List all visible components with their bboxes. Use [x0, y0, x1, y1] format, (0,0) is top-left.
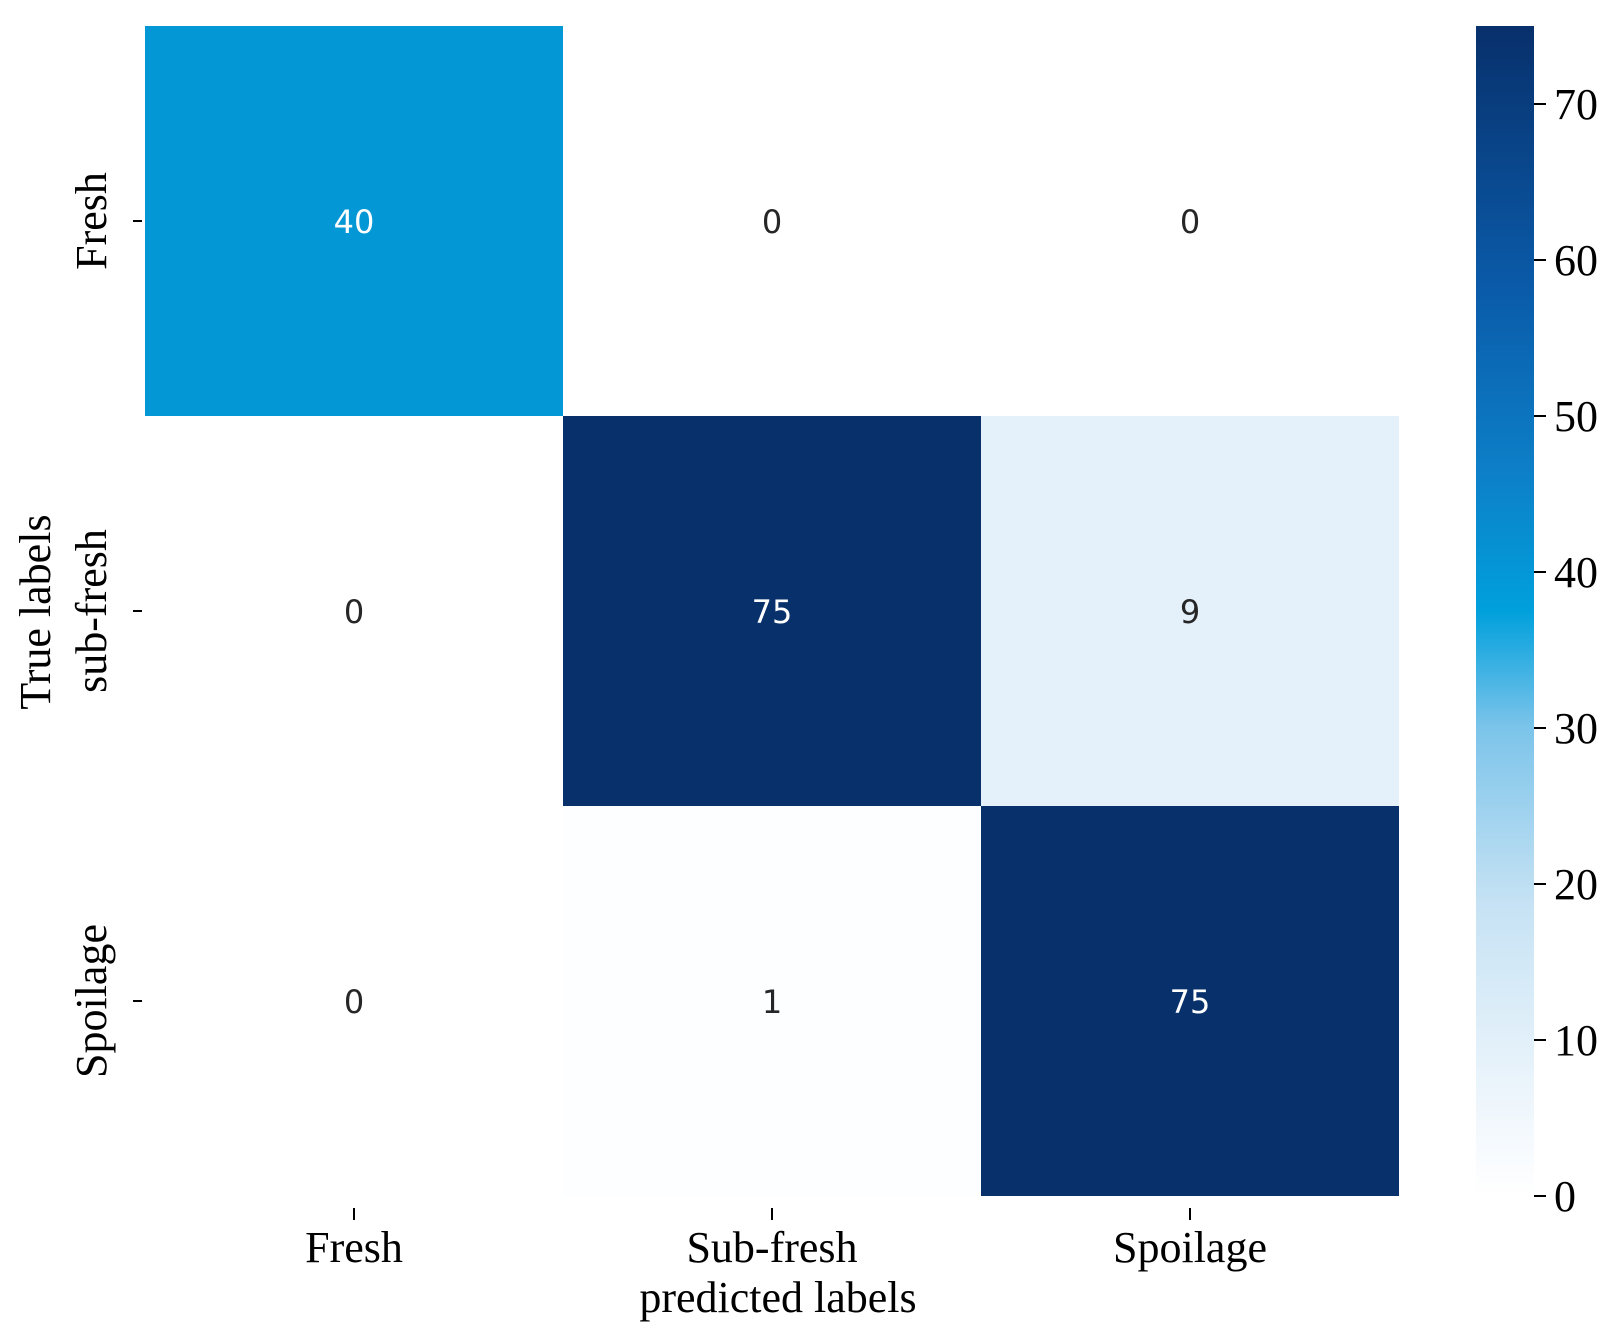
colorbar-tick-label-20: 20 [1554, 860, 1598, 909]
heatmap-cell-2-0 [145, 806, 563, 1196]
heatmap-cell-2-1 [563, 806, 981, 1196]
colorbar-gradient [1476, 26, 1534, 1196]
cell-label-0-0: 40 [334, 203, 375, 241]
colorbar: 0 10 20 30 40 50 60 70 [1476, 26, 1598, 1221]
y-tick-label-fresh: Fresh [67, 172, 116, 270]
cell-label-1-2: 9 [1180, 593, 1200, 631]
colorbar-tick-label-10: 10 [1554, 1016, 1598, 1065]
colorbar-tick-label-70: 70 [1554, 80, 1598, 129]
x-tick-label-sub-fresh: Sub-fresh [686, 1223, 857, 1272]
x-tick-label-fresh: Fresh [305, 1223, 403, 1272]
cell-label-0-2: 0 [1180, 203, 1200, 241]
cell-label-2-2: 75 [1170, 983, 1211, 1021]
y-axis-title: True labels [11, 514, 60, 709]
colorbar-tick-label-60: 60 [1554, 236, 1598, 285]
cell-value-labels: 40 0 0 0 75 9 0 1 75 [334, 203, 1211, 1021]
heatmap-cell-1-1 [563, 416, 981, 806]
colorbar-tick-label-50: 50 [1554, 392, 1598, 441]
heatmap-cell-0-1 [563, 26, 981, 416]
cell-label-1-0: 0 [344, 593, 364, 631]
heatmap-cell-1-0 [145, 416, 563, 806]
colorbar-tick-label-30: 30 [1554, 704, 1598, 753]
heatmap-cell-1-2 [981, 416, 1399, 806]
cell-label-1-1: 75 [752, 593, 793, 631]
colorbar-tick-label-0: 0 [1554, 1172, 1576, 1221]
heatmap-cell-0-0 [145, 26, 563, 416]
heatmap-cell-2-2 [981, 806, 1399, 1196]
cell-label-2-0: 0 [344, 983, 364, 1021]
x-axis: Fresh Sub-fresh Spoilage [305, 1208, 1267, 1272]
heatmap-cells [145, 26, 1399, 1196]
heatmap-cell-0-2 [981, 26, 1399, 416]
y-axis: Fresh sub-fresh Spoilage [67, 172, 142, 1078]
x-axis-title: predicted labels [639, 1273, 916, 1322]
x-tick-label-spoilage: Spoilage [1113, 1223, 1267, 1272]
colorbar-tick-label-40: 40 [1554, 548, 1598, 597]
y-tick-label-sub-fresh: sub-fresh [67, 529, 116, 693]
cell-label-2-1: 1 [762, 983, 782, 1021]
y-tick-label-spoilage: Spoilage [67, 924, 116, 1078]
cell-label-0-1: 0 [762, 203, 782, 241]
